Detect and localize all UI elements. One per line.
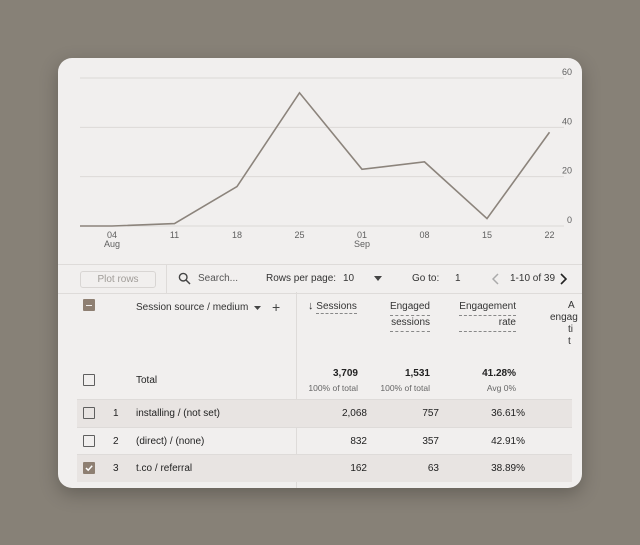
- row-engagement-rate: 42.91%: [491, 435, 525, 447]
- plot-rows-button[interactable]: Plot rows: [80, 271, 156, 288]
- y-tick-label-3: 60: [562, 67, 572, 77]
- engaged-header-line2: sessions: [389, 316, 430, 332]
- row-engagement-rate: 36.61%: [491, 408, 525, 419]
- row-engagement-rate: 38.89%: [491, 463, 525, 474]
- x-tick-label-5: 08: [419, 230, 429, 240]
- row-checkbox[interactable]: [83, 434, 95, 447]
- partial-column-header[interactable]: A engag ti t: [550, 300, 578, 348]
- rate-header-line2: rate: [459, 316, 516, 332]
- partial-header-line3: ti: [568, 324, 573, 335]
- row-engaged-sessions: 757: [422, 408, 439, 419]
- x-tick-label-0: 04: [107, 230, 117, 240]
- engaged-sessions-column-header[interactable]: Engaged sessions: [389, 300, 430, 332]
- chevron-left-icon[interactable]: [492, 273, 499, 285]
- partial-header-line1: A: [568, 300, 575, 311]
- sessions-header-label: Sessions: [316, 301, 357, 314]
- minus-icon: [86, 304, 92, 306]
- row-engaged-sessions: 63: [427, 463, 439, 474]
- row-source-medium: (direct) / (none): [136, 435, 205, 447]
- row-sessions: 162: [350, 463, 367, 474]
- check-icon: [85, 465, 93, 472]
- sort-arrow-down-icon: ↓: [308, 300, 314, 312]
- table-row[interactable]: 3 t.co / referral 162 63 38.89%: [77, 454, 572, 482]
- go-to-label: Go to:: [412, 273, 440, 284]
- dimension-header[interactable]: Session source / medium: [136, 302, 249, 313]
- row-sessions: 832: [350, 435, 367, 447]
- row-checkbox[interactable]: [83, 407, 95, 419]
- x-tick-label-2: 18: [232, 230, 242, 240]
- total-rate-avg: Avg 0%: [486, 383, 516, 393]
- row-source-medium: t.co / referral: [136, 463, 193, 474]
- row-checkbox[interactable]: [83, 462, 95, 474]
- table-row[interactable]: 2 (direct) / (none) 832 357 42.91%: [77, 426, 572, 455]
- total-rate: 41.28%: [482, 368, 516, 379]
- rate-header-line1: Engagement: [459, 300, 516, 316]
- rows-per-page-select[interactable]: 10: [343, 273, 355, 284]
- table-toolbar: Plot rows Search... Rows per page: 10 Go…: [58, 264, 582, 294]
- total-engaged-share: 100% of total: [380, 383, 430, 393]
- caret-down-icon[interactable]: [374, 276, 382, 281]
- rows-per-page-label: Rows per page:: [266, 273, 337, 284]
- total-label: Total: [136, 375, 158, 386]
- chart-gridlines: [80, 77, 564, 227]
- y-tick-label-0: 0: [567, 215, 572, 225]
- x-tick-label-7: 22: [544, 230, 554, 240]
- series-line: [80, 91, 551, 227]
- report-card: 0 20 40 60 04 Aug 11 18 25 01 Sep 08 15 22 Plot rows…: [58, 58, 582, 488]
- total-sessions: 3,709: [332, 368, 358, 379]
- column-divider: [296, 292, 297, 488]
- x-tick-label-1: 11: [170, 230, 179, 240]
- sessions-column-header[interactable]: ↓ Sessions: [308, 300, 357, 314]
- go-to-input[interactable]: 1: [455, 273, 461, 284]
- row-sessions: 2,068: [341, 408, 367, 419]
- x-tick-sublabel-4: Sep: [354, 239, 370, 249]
- search-icon[interactable]: [178, 272, 191, 285]
- toolbar-divider: [166, 265, 167, 293]
- chart-y-axis: 0 20 40 60: [562, 67, 572, 225]
- row-engaged-sessions: 357: [422, 435, 439, 447]
- row-index: 2: [113, 435, 119, 447]
- total-checkbox[interactable]: [83, 374, 95, 386]
- total-sessions-share: 100% of total: [308, 383, 358, 393]
- engaged-header-line1: Engaged: [389, 300, 430, 316]
- row-source-medium: installing / (not set): [136, 408, 220, 419]
- total-engaged: 1,531: [404, 368, 430, 379]
- row-index: 3: [113, 463, 119, 474]
- select-all-checkbox[interactable]: [83, 299, 95, 311]
- row-index: 1: [113, 408, 119, 419]
- chevron-right-icon[interactable]: [560, 273, 567, 285]
- table-row[interactable]: 1 installing / (not set) 2,068 757 36.61%: [77, 399, 572, 427]
- engagement-rate-column-header[interactable]: Engagement rate: [459, 300, 516, 332]
- pagination-range: 1-10 of 39: [510, 273, 556, 284]
- x-tick-label-3: 25: [294, 230, 304, 240]
- caret-down-icon[interactable]: [254, 306, 261, 310]
- search-input[interactable]: Search...: [198, 273, 239, 284]
- y-tick-label-2: 40: [562, 116, 572, 126]
- x-tick-label-4: 01: [357, 230, 367, 240]
- add-dimension-plus-icon[interactable]: +: [272, 299, 281, 315]
- x-tick-label-6: 15: [482, 230, 492, 240]
- partial-header-line4: t: [568, 336, 571, 347]
- y-tick-label-1: 20: [562, 166, 572, 176]
- x-tick-sublabel-0: Aug: [104, 239, 120, 249]
- partial-header-line2: engag: [550, 312, 578, 323]
